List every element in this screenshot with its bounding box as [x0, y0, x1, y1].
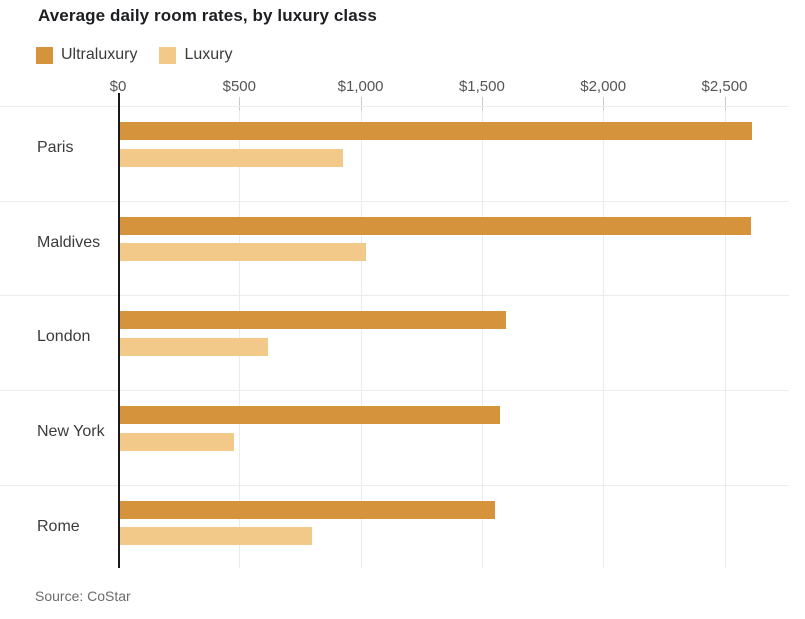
- chart-title: Average daily room rates, by luxury clas…: [38, 6, 377, 25]
- row-separator: [0, 201, 789, 202]
- bar-ultraluxury-paris: [120, 122, 752, 140]
- bar-ultraluxury-rome: [120, 501, 495, 519]
- category-label-rome: Rome: [37, 518, 80, 535]
- bar-luxury-new-york: [120, 433, 234, 451]
- x-axis-tick-label--0: $0: [109, 78, 127, 95]
- bar-ultraluxury-new-york: [120, 406, 500, 424]
- luxury-swatch-icon: [159, 46, 177, 64]
- x-gridline: [482, 110, 483, 568]
- zero-baseline-axis: [118, 93, 120, 568]
- category-label-paris: Paris: [37, 139, 74, 156]
- legend-item-luxury: Luxury: [159, 46, 233, 64]
- x-axis-tick-mark: [603, 97, 604, 110]
- category-label-new-york: New York: [37, 423, 105, 440]
- x-axis-tick-label--1-000: $1,000: [337, 78, 384, 95]
- x-gridline: [361, 110, 362, 568]
- row-separator: [0, 390, 789, 391]
- x-gridline: [603, 110, 604, 568]
- row-separator: [0, 106, 789, 107]
- category-label-maldives: Maldives: [37, 234, 101, 251]
- x-axis-tick-mark: [239, 97, 240, 110]
- bar-luxury-rome: [120, 527, 312, 545]
- x-axis-tick-label--2-000: $2,000: [580, 78, 627, 95]
- bar-ultraluxury-maldives: [120, 217, 751, 235]
- bar-luxury-paris: [120, 149, 343, 167]
- x-axis-tick-mark: [482, 97, 483, 110]
- legend-item-ultraluxury: Ultraluxury: [36, 46, 137, 64]
- legend-label-luxury: Luxury: [184, 46, 233, 63]
- bar-ultraluxury-london: [120, 311, 506, 329]
- row-separator: [0, 295, 789, 296]
- bar-luxury-london: [120, 338, 268, 356]
- x-axis-tick-mark: [361, 97, 362, 110]
- chart-legend: Ultraluxury Luxury: [36, 46, 233, 64]
- source-note: Source: CoStar: [35, 588, 131, 604]
- x-axis-tick-label--2-500: $2,500: [701, 78, 748, 95]
- bar-luxury-maldives: [120, 243, 366, 261]
- x-axis-tick-label--500: $500: [222, 78, 256, 95]
- x-axis-tick-label--1-500: $1,500: [458, 78, 505, 95]
- legend-label-ultraluxury: Ultraluxury: [61, 46, 138, 63]
- category-label-london: London: [37, 328, 91, 345]
- row-separator: [0, 485, 789, 486]
- x-gridline: [725, 110, 726, 568]
- x-axis-tick-mark: [725, 97, 726, 110]
- ultraluxury-swatch-icon: [36, 46, 53, 64]
